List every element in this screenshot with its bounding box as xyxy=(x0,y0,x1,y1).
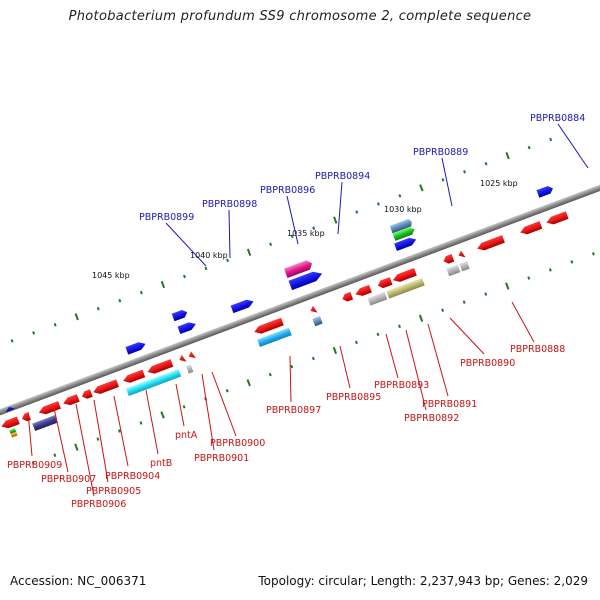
gene-forward[interactable] xyxy=(230,298,255,314)
upper-leader-lines xyxy=(165,123,589,267)
kbp-label: 1025 kbp xyxy=(480,179,518,188)
gene-label[interactable]: PBPRB0909 xyxy=(7,460,62,471)
gene-label[interactable]: pntB xyxy=(150,458,172,469)
kbp-label: 1035 kbp xyxy=(287,229,325,238)
gene-reverse[interactable] xyxy=(125,368,182,397)
gene-reverse[interactable] xyxy=(519,221,543,236)
gene-reverse[interactable] xyxy=(377,277,393,289)
gene-forward[interactable] xyxy=(392,226,416,241)
gene-label[interactable]: PBPRB0904 xyxy=(105,471,160,482)
gene-reverse[interactable] xyxy=(545,211,569,226)
gene-reverse[interactable] xyxy=(9,427,17,434)
gene-reverse[interactable] xyxy=(309,305,318,315)
gene-label[interactable]: PBPRB0884 xyxy=(530,113,585,124)
gene-label[interactable]: PBPRB0906 xyxy=(71,499,126,510)
gene-reverse[interactable] xyxy=(395,277,425,296)
gene-reverse[interactable] xyxy=(187,351,196,361)
gene-reverse[interactable] xyxy=(459,261,470,272)
gene-reverse[interactable] xyxy=(354,284,372,298)
gene-reverse[interactable] xyxy=(21,412,31,422)
gene-label[interactable]: PBPRB0893 xyxy=(374,380,429,391)
gene-label[interactable]: PBPRB0901 xyxy=(194,453,249,464)
gene-reverse[interactable] xyxy=(37,401,61,416)
gene-reverse[interactable] xyxy=(457,250,466,260)
gene-label[interactable]: pntA xyxy=(175,430,198,441)
gene-reverse[interactable] xyxy=(0,416,20,431)
gene-reverse[interactable] xyxy=(367,291,388,306)
gene-reverse[interactable] xyxy=(341,291,354,303)
gene-forward[interactable] xyxy=(4,405,16,413)
forward-genes xyxy=(4,185,555,413)
accession-text: Accession: NC_006371 xyxy=(10,574,147,588)
gene-reverse[interactable] xyxy=(386,287,399,299)
gene-reverse[interactable] xyxy=(10,431,18,438)
gene-reverse[interactable] xyxy=(122,369,146,385)
gene-reverse[interactable] xyxy=(92,379,119,396)
gene-forward[interactable] xyxy=(177,320,198,335)
scale-ticks-lower xyxy=(31,252,595,466)
gene-reverse[interactable] xyxy=(178,354,187,364)
gene-label[interactable]: PBPRB0892 xyxy=(404,413,459,424)
summary-text: Topology: circular; Length: 2,237,943 bp… xyxy=(258,574,588,588)
gene-label[interactable]: PBPRB0895 xyxy=(326,392,381,403)
gene-label[interactable]: PBPRB0888 xyxy=(510,344,565,355)
gene-forward[interactable] xyxy=(536,185,555,198)
gene-label[interactable]: PBPRB0891 xyxy=(422,399,477,410)
gene-label[interactable]: PBPRB0899 xyxy=(139,212,194,223)
gene-forward[interactable] xyxy=(288,269,324,291)
chromosome-backbone xyxy=(0,139,600,461)
gene-reverse[interactable] xyxy=(257,327,292,348)
gene-forward[interactable] xyxy=(125,340,147,355)
gene-reverse[interactable] xyxy=(446,264,461,277)
gene-label[interactable]: PBPRB0894 xyxy=(315,171,370,182)
map-title: Photobacterium profundum SS9 chromosome … xyxy=(68,9,532,24)
gene-forward[interactable] xyxy=(394,236,417,251)
lower-leader-lines xyxy=(27,301,535,497)
reverse-genes xyxy=(0,211,569,438)
kbp-label: 1030 kbp xyxy=(384,205,422,214)
kbp-label: 1045 kbp xyxy=(92,271,130,280)
gene-label[interactable]: PBPRB0900 xyxy=(210,438,265,449)
gene-reverse[interactable] xyxy=(476,235,505,252)
gene-label[interactable]: PBPRB0898 xyxy=(202,199,257,210)
gene-reverse[interactable] xyxy=(146,359,174,376)
gene-label[interactable]: PBPRB0896 xyxy=(260,185,315,196)
gene-forward[interactable] xyxy=(171,309,189,322)
gene-label[interactable]: PBPRB0890 xyxy=(460,358,515,369)
gene-reverse[interactable] xyxy=(81,389,93,400)
gene-label[interactable]: PBPRB0889 xyxy=(413,147,468,158)
gene-reverse[interactable] xyxy=(185,364,194,374)
gene-reverse[interactable] xyxy=(253,317,284,336)
gene-label[interactable]: PBPRB0897 xyxy=(266,405,321,416)
gene-reverse[interactable] xyxy=(312,316,323,327)
gene-forward[interactable] xyxy=(283,259,314,278)
gene-label[interactable]: PBPRB0905 xyxy=(86,486,141,497)
gene-label[interactable]: PBPRB0907 xyxy=(41,474,96,485)
gene-reverse[interactable] xyxy=(62,394,80,407)
gene-reverse[interactable] xyxy=(442,254,455,265)
gene-forward[interactable] xyxy=(389,218,413,234)
gene-reverse[interactable] xyxy=(32,415,58,432)
kbp-label: 1040 kbp xyxy=(190,251,228,260)
gene-reverse[interactable] xyxy=(392,268,417,284)
scale-ticks-upper xyxy=(10,137,553,343)
